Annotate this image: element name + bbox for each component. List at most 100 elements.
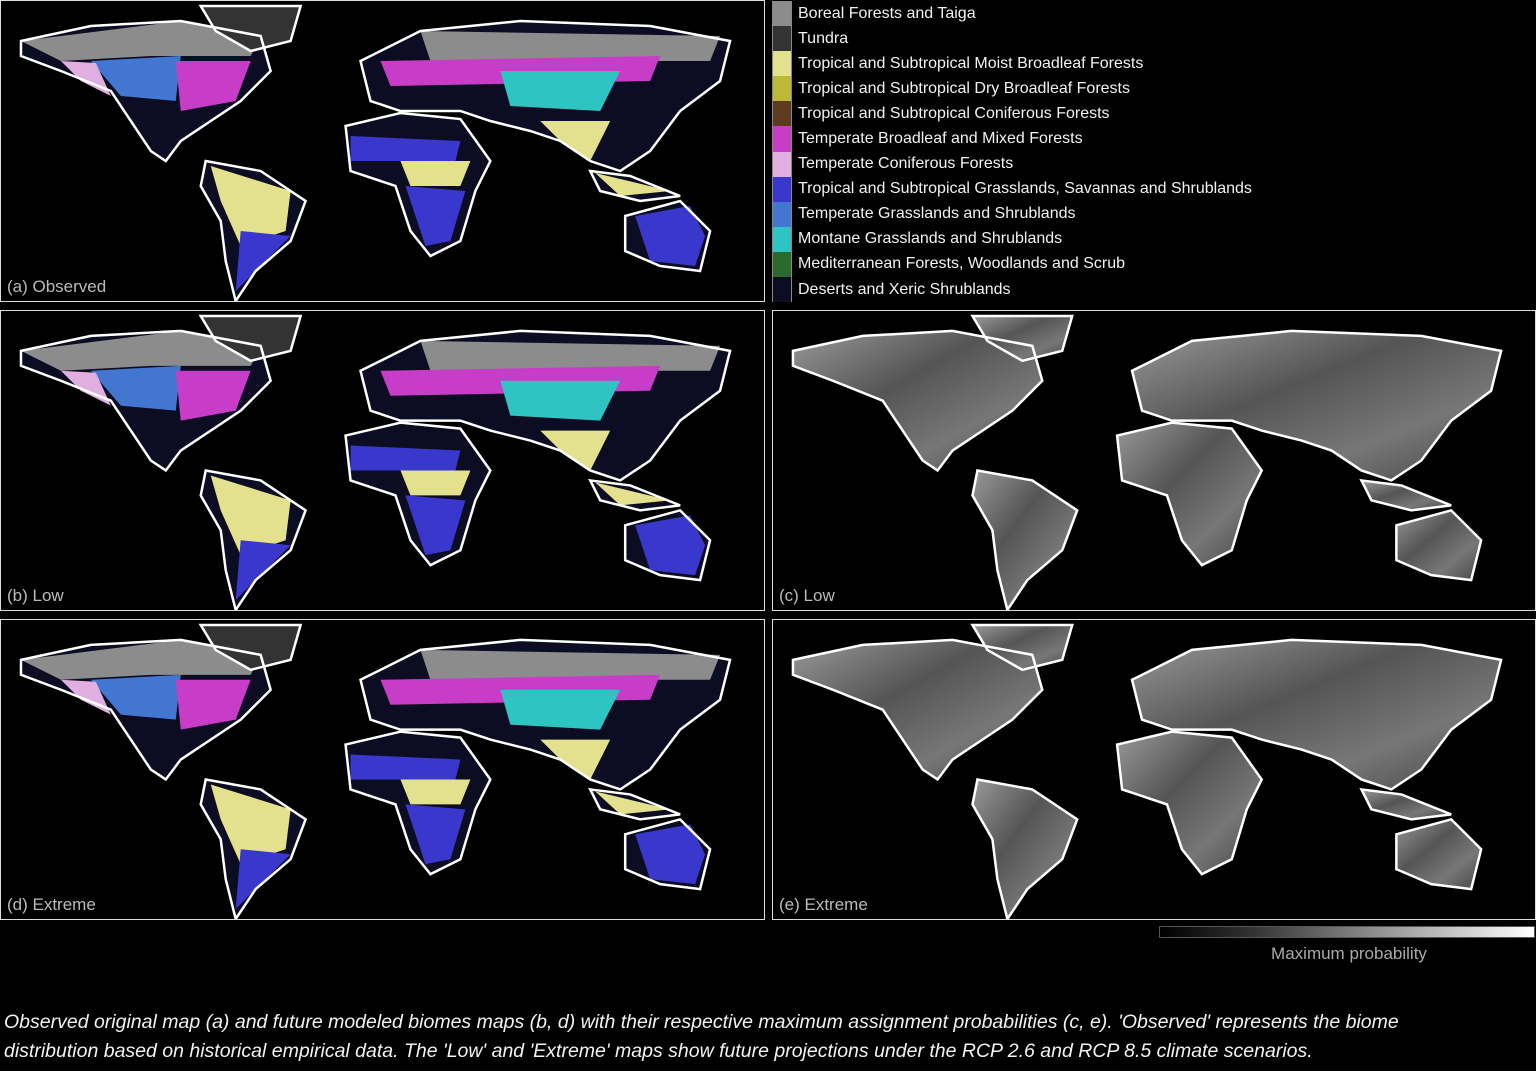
panel-label: (b) Low — [7, 586, 64, 605]
biome-region — [400, 470, 471, 496]
biome-region — [20, 21, 261, 61]
legend-label: Montane Grasslands and Shrublands — [798, 230, 1063, 248]
biome-region — [90, 365, 181, 411]
legend-swatch — [772, 76, 792, 102]
biome-region — [210, 784, 291, 865]
coastline — [588, 478, 681, 512]
biome-region — [420, 649, 721, 680]
biome-region — [235, 849, 291, 910]
legend-label: Mediterranean Forests, Woodlands and Scr… — [798, 255, 1125, 273]
biome-region — [200, 624, 301, 670]
legend-swatch — [772, 1, 792, 27]
coastline — [199, 469, 308, 610]
coastline — [1359, 478, 1452, 512]
biome-region — [20, 330, 261, 371]
landmass-eu — [1132, 330, 1502, 481]
coastline — [1395, 817, 1483, 891]
legend-swatch — [772, 251, 792, 278]
legend-label: Temperate Grasslands and Shrublands — [798, 205, 1076, 223]
map-panel-e-extreme-probability: (e) Extreme — [772, 619, 1536, 920]
landmass-sa — [972, 470, 1078, 610]
coastline — [971, 469, 1079, 610]
legend-swatch — [772, 101, 792, 127]
biome-region — [540, 430, 611, 471]
coastline — [970, 314, 1074, 363]
coastline — [623, 199, 712, 273]
biome-region — [210, 475, 291, 556]
caption-line: Observed original map (a) and future mod… — [4, 1011, 1399, 1033]
biome-region — [405, 186, 466, 246]
coastline — [1130, 638, 1503, 791]
landmass-af — [1117, 422, 1262, 566]
coastline — [791, 638, 1044, 782]
colorbar-label: Maximum probability — [1271, 944, 1427, 963]
biome-region — [635, 206, 706, 266]
biome-region — [500, 380, 621, 421]
legend-item: Temperate Coniferous Forests — [772, 151, 1252, 177]
legend-swatch — [772, 151, 792, 177]
biome-region — [595, 173, 671, 196]
legend-item: Mediterranean Forests, Woodlands and Scr… — [772, 251, 1252, 278]
map-panel-b-low: (b) Low — [0, 310, 765, 611]
biome-region — [350, 445, 461, 471]
legend-item: Temperate Grasslands and Shrublands — [772, 201, 1252, 227]
legend-swatch — [772, 26, 792, 52]
legend-item: Tropical and Subtropical Coniferous Fore… — [772, 101, 1252, 127]
biome-region — [200, 6, 301, 51]
biome-region — [175, 61, 251, 111]
coastline — [359, 638, 732, 791]
probability-map — [791, 314, 1503, 610]
legend-label: Tropical and Subtropical Coniferous Fore… — [798, 104, 1110, 122]
coastline — [588, 787, 681, 821]
map-panel-d-extreme: (d) Extreme — [0, 619, 765, 920]
panel-label: (c) Low — [779, 586, 835, 605]
coastline — [19, 19, 273, 163]
biome-legend: Boreal Forests and Taiga Tundra Tropical a… — [772, 1, 1252, 303]
legend-swatch — [772, 277, 792, 303]
legend-item: Tropical and Subtropical Moist Broadleaf… — [772, 51, 1252, 77]
biome-region — [595, 482, 671, 506]
coastline — [1115, 421, 1264, 567]
coastline — [198, 4, 303, 53]
coastline — [19, 638, 273, 782]
biome-region — [350, 754, 461, 780]
probability-map — [791, 623, 1503, 919]
coastline — [971, 778, 1079, 919]
legend-label: Temperate Broadleaf and Mixed Forests — [798, 130, 1083, 148]
coastline — [623, 508, 712, 582]
coastline — [359, 329, 732, 482]
biome-region — [400, 161, 471, 186]
legend-item: Tropical and Subtropical Grasslands, Sav… — [772, 176, 1252, 202]
landmass-au — [1396, 510, 1482, 581]
coastline — [791, 329, 1044, 473]
coastline — [970, 623, 1074, 672]
legend-item: Boreal Forests and Taiga — [772, 1, 1252, 27]
caption-line: distribution based on historical empiric… — [4, 1040, 1313, 1062]
legend-swatch — [772, 126, 792, 152]
legend-label: Tropical and Subtropical Grasslands, Sav… — [798, 180, 1252, 198]
biome-region — [420, 31, 721, 61]
landmass-na — [792, 639, 1043, 780]
legend-item: Deserts and Xeric Shrublands — [772, 277, 1252, 303]
coastline — [199, 778, 308, 919]
biome-region — [405, 804, 466, 865]
legend-label: Temperate Coniferous Forests — [798, 155, 1014, 173]
landmass-af — [1117, 731, 1262, 875]
biome-map — [19, 314, 732, 610]
biome-region — [20, 639, 261, 680]
legend-item: Montane Grasslands and Shrublands — [772, 226, 1252, 252]
landmass-sa — [972, 779, 1078, 919]
biome-region — [175, 679, 251, 730]
legend-item: Tropical and Subtropical Dry Broadleaf F… — [772, 76, 1252, 102]
biome-map — [19, 4, 732, 301]
landmass-gl — [972, 315, 1073, 361]
legend-swatch — [772, 201, 792, 227]
legend-label: Deserts and Xeric Shrublands — [798, 280, 1011, 298]
biome-region — [90, 674, 181, 720]
biome-region — [90, 56, 181, 101]
landmass-gl — [972, 624, 1073, 670]
biome-region — [400, 779, 471, 805]
map-panel-c-low-probability: (c) Low — [772, 310, 1536, 611]
coastline — [198, 623, 303, 672]
landmass-na — [792, 330, 1043, 471]
